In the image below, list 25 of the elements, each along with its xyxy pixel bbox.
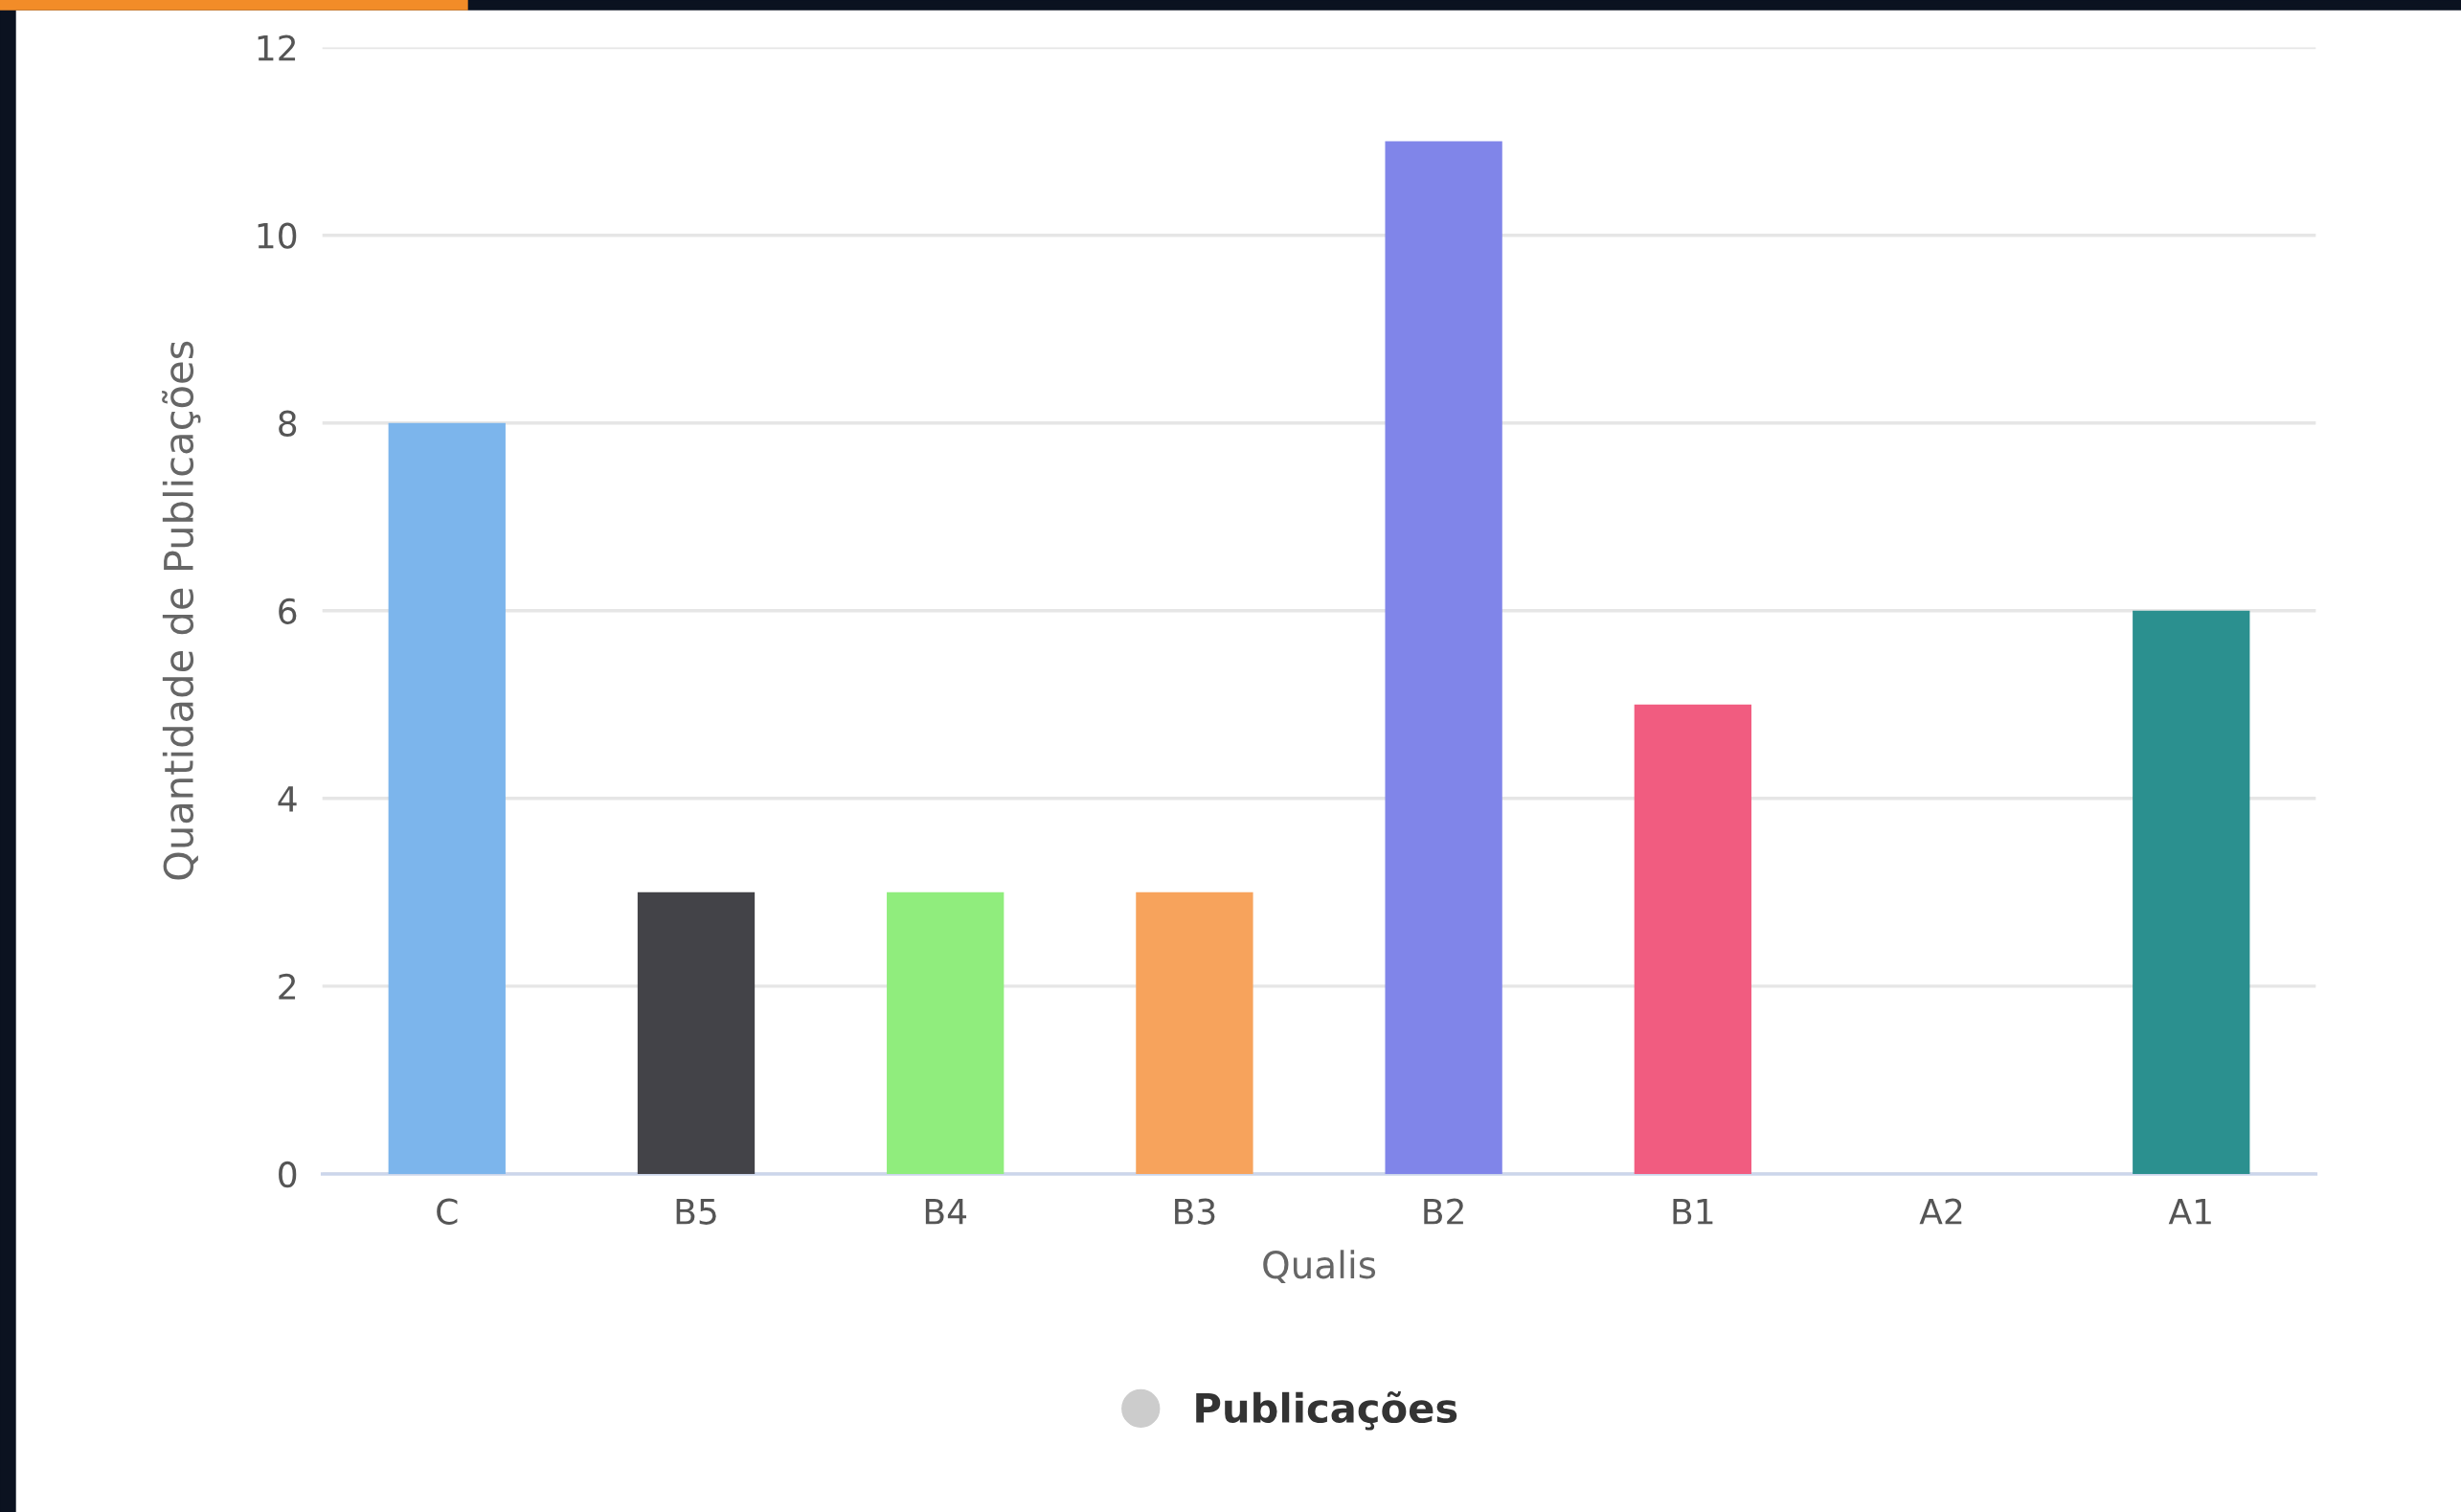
bar	[388, 422, 506, 1174]
bar	[1136, 891, 1253, 1174]
bar	[637, 891, 756, 1174]
x-axis-title: Qualis	[1263, 1250, 1376, 1283]
y-tick-label: 0	[279, 1161, 297, 1188]
x-tick-label: A2	[1919, 1198, 1962, 1225]
x-tick-label: B2	[1424, 1198, 1463, 1225]
y-tick-label: 10	[258, 222, 297, 249]
x-tick-label: B4	[925, 1199, 967, 1225]
x-tick-label: C	[437, 1198, 458, 1225]
bar	[2133, 610, 2250, 1174]
y-tick-label: 2	[279, 973, 296, 1000]
y-tick-label: 6	[279, 598, 297, 624]
bar	[1634, 704, 1751, 1174]
x-tick-label: A1	[2168, 1199, 2211, 1225]
y-tick-label: 8	[279, 410, 297, 437]
y-tick-label: 12	[258, 34, 296, 61]
text: Publicações	[1196, 1391, 1457, 1431]
bar	[887, 891, 1005, 1174]
x-tick-label: B5	[676, 1199, 716, 1225]
y-axis-title: Quantidade de Publicações	[162, 341, 201, 880]
x-tick-label: B3	[1175, 1198, 1215, 1225]
bar	[1385, 141, 1502, 1174]
y-tick-label: 4	[278, 786, 297, 812]
x-tick-label: B1	[1673, 1199, 1713, 1225]
